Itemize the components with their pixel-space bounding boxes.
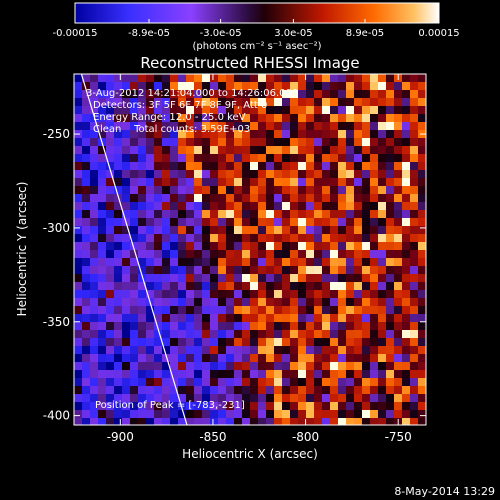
- x-tick-label: -850: [199, 430, 226, 444]
- annotation-detectors: Detectors: 3F 5F 6F 7F 8F 9F, Att 0: [93, 100, 267, 111]
- heatmap-image: [74, 74, 426, 425]
- colorbar-tick-label: -3.0e-05: [200, 28, 242, 39]
- y-tick-label: -250: [43, 127, 70, 141]
- annotation-counts: Clean Total counts: 3.59E+03: [93, 124, 250, 135]
- colorbar-tick-label: -0.00015: [53, 28, 98, 39]
- y-tick-label: -400: [43, 409, 70, 423]
- colorbar-tick-label: 0.00015: [418, 28, 459, 39]
- x-axis-ticks: -900 -850 -800 -750: [107, 74, 412, 444]
- colorbar-units: (photons cm⁻² s⁻¹ asec⁻²): [192, 41, 321, 52]
- colorbar-tick-label: 8.9e-05: [346, 28, 384, 39]
- plot-title: Reconstructed RHESSI Image: [140, 54, 359, 72]
- annotation-time-range: 3-Aug-2012 14:21:04.000 to 14:26:06.000: [86, 88, 298, 99]
- plot-frame: [73, 73, 427, 426]
- y-tick-label: -350: [43, 315, 70, 329]
- colorbar-tick-label: -8.9e-05: [128, 28, 170, 39]
- annotation-energy: Energy Range: 12.0 - 25.0 keV: [93, 112, 246, 123]
- colorbar-ticks: -0.00015 -8.9e-05 -3.0e-05 3.0e-05 8.9e-05 0.…: [53, 19, 460, 39]
- peak-position: Position of Peak = [-783,-231]: [95, 400, 245, 411]
- y-tick-label: -300: [43, 221, 70, 235]
- colorbar: -0.00015 -8.9e-05 -3.0e-05 3.0e-05 8.9e-05 0.…: [53, 2, 460, 52]
- colorbar-tick-label: 3.0e-05: [274, 28, 312, 39]
- y-axis-label: Heliocentric Y (arcsec): [15, 182, 29, 317]
- annotation-block: 3-Aug-2012 14:21:04.000 to 14:26:06.000 …: [86, 88, 298, 135]
- x-tick-label: -800: [292, 430, 319, 444]
- colorbar-gradient: [74, 2, 440, 24]
- x-tick-label: -900: [107, 430, 134, 444]
- footer-timestamp: 8-May-2014 13:29: [394, 485, 495, 498]
- x-tick-label: -750: [385, 430, 412, 444]
- y-axis-ticks: -250 -300 -350 -400: [43, 127, 426, 423]
- x-axis-label: Heliocentric X (arcsec): [182, 447, 318, 461]
- solar-limb-line: [80, 74, 188, 425]
